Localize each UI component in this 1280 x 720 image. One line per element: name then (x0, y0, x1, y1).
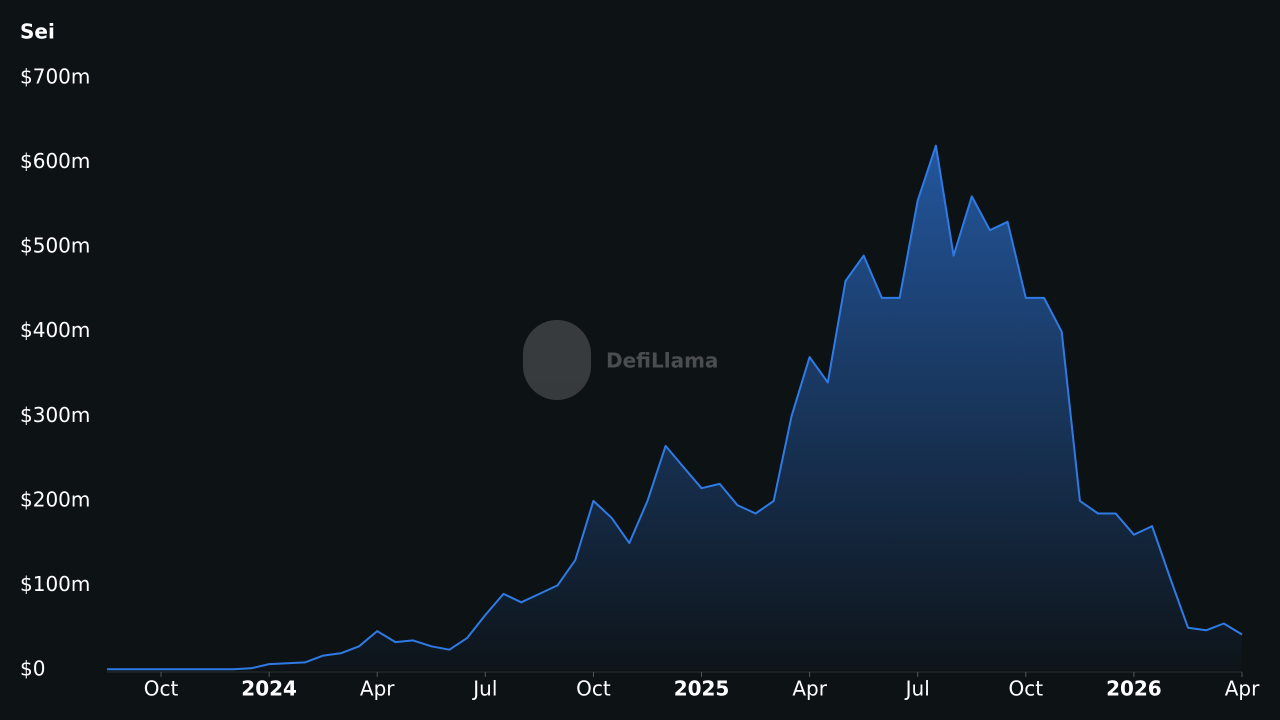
y-tick-label: $400m (20, 318, 90, 342)
y-tick-label: $500m (20, 234, 90, 258)
x-tick-label: Oct (144, 677, 179, 701)
y-tick-label: $0 (20, 657, 45, 681)
y-tick-label: $300m (20, 403, 90, 427)
x-tick-label: 2025 (674, 677, 730, 701)
x-tick-label: Oct (576, 677, 611, 701)
x-tick-label: Oct (1009, 677, 1044, 701)
watermark-text: DefiLlama (606, 349, 718, 373)
line (107, 144, 1243, 671)
y-tick-label: $600m (20, 149, 90, 173)
y-tick-label: $200m (20, 487, 90, 511)
x-tick-label: Jul (471, 677, 497, 701)
x-tick-label: 2024 (241, 677, 297, 701)
watermark: DefiLlama (523, 320, 718, 400)
x-tick-label: Apr (1225, 677, 1260, 701)
chart-title: Sei (20, 20, 55, 44)
y-tick-label: $100m (20, 572, 90, 596)
x-tick-label: 2026 (1106, 677, 1162, 701)
area (107, 145, 1242, 670)
x-tick-label: Apr (792, 677, 827, 701)
y-tick-label: $700m (20, 65, 90, 89)
x-tick-label: Apr (360, 677, 395, 701)
x-tick-label: Jul (904, 677, 930, 701)
watermark-logo (523, 320, 591, 400)
